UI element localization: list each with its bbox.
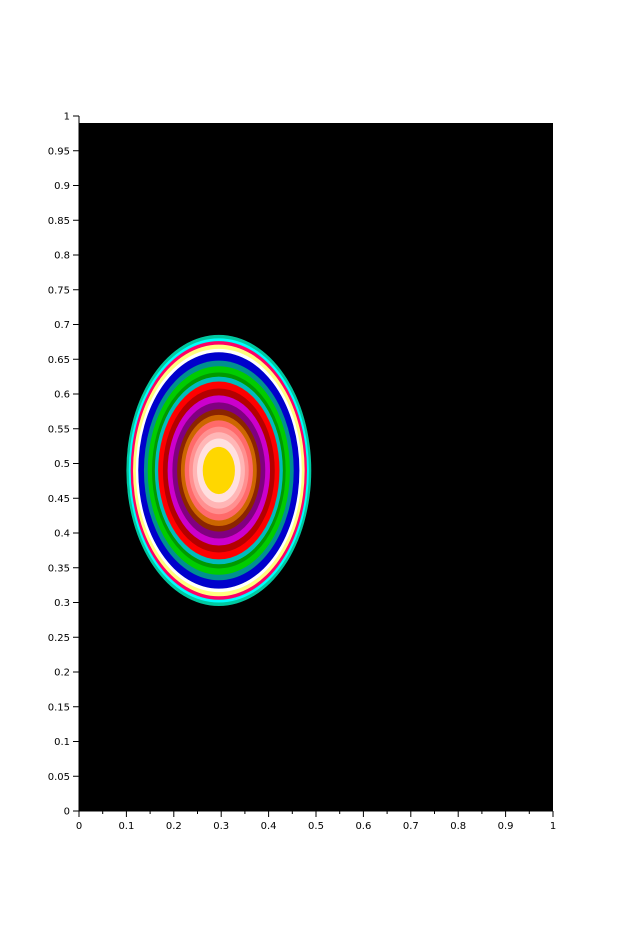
y-tick-label: 0.05 [48, 772, 70, 783]
y-tick-label: 0.9 [54, 181, 70, 192]
y-tick-label: 0.55 [48, 424, 70, 435]
y-tick-label: 0.95 [48, 146, 70, 157]
y-tick-label: 0.45 [48, 494, 70, 505]
contour-band-20 [202, 446, 235, 495]
y-tick-label: 0.6 [54, 390, 70, 401]
y-tick-label: 0.7 [54, 320, 70, 331]
y-tick-label: 0.1 [54, 737, 70, 748]
y-tick-label: 0 [64, 807, 70, 818]
y-tick-label: 0.3 [54, 598, 70, 609]
x-tick-label: 0.7 [403, 821, 419, 832]
contour-bands [126, 334, 312, 606]
axes: 0 0.1 0.2 0.3 0.4 0.5 0.6 0.7 0.8 0.9 1 0 0.05 0.1 0.1… [48, 112, 556, 833]
y-tick-label: 0.65 [48, 355, 70, 366]
y-tick-label: 0.15 [48, 702, 70, 713]
x-tick-label: 0.1 [118, 821, 134, 832]
y-tick-label: 0.5 [54, 459, 70, 470]
x-tick-label: 0 [76, 821, 82, 832]
x-tick-label: 0.3 [213, 821, 229, 832]
y-tick-label: 1 [64, 112, 70, 123]
x-tick-label: 0.4 [261, 821, 277, 832]
x-tick-label: 0.8 [450, 821, 466, 832]
y-tick-label: 0.2 [54, 668, 70, 679]
y-tick-label: 0.35 [48, 563, 70, 574]
y-tick-label: 0.8 [54, 251, 70, 262]
y-tick-label: 0.4 [54, 529, 70, 540]
x-tick-label: 0.9 [498, 821, 514, 832]
y-tick-label: 0.75 [48, 285, 70, 296]
y-tick-label: 0.25 [48, 633, 70, 644]
x-tick-label: 0.6 [355, 821, 371, 832]
x-tick-label: 0.5 [308, 821, 324, 832]
x-tick-label: 1 [550, 821, 556, 832]
y-tick-label: 0.85 [48, 216, 70, 227]
x-tick-label: 0.2 [166, 821, 182, 832]
